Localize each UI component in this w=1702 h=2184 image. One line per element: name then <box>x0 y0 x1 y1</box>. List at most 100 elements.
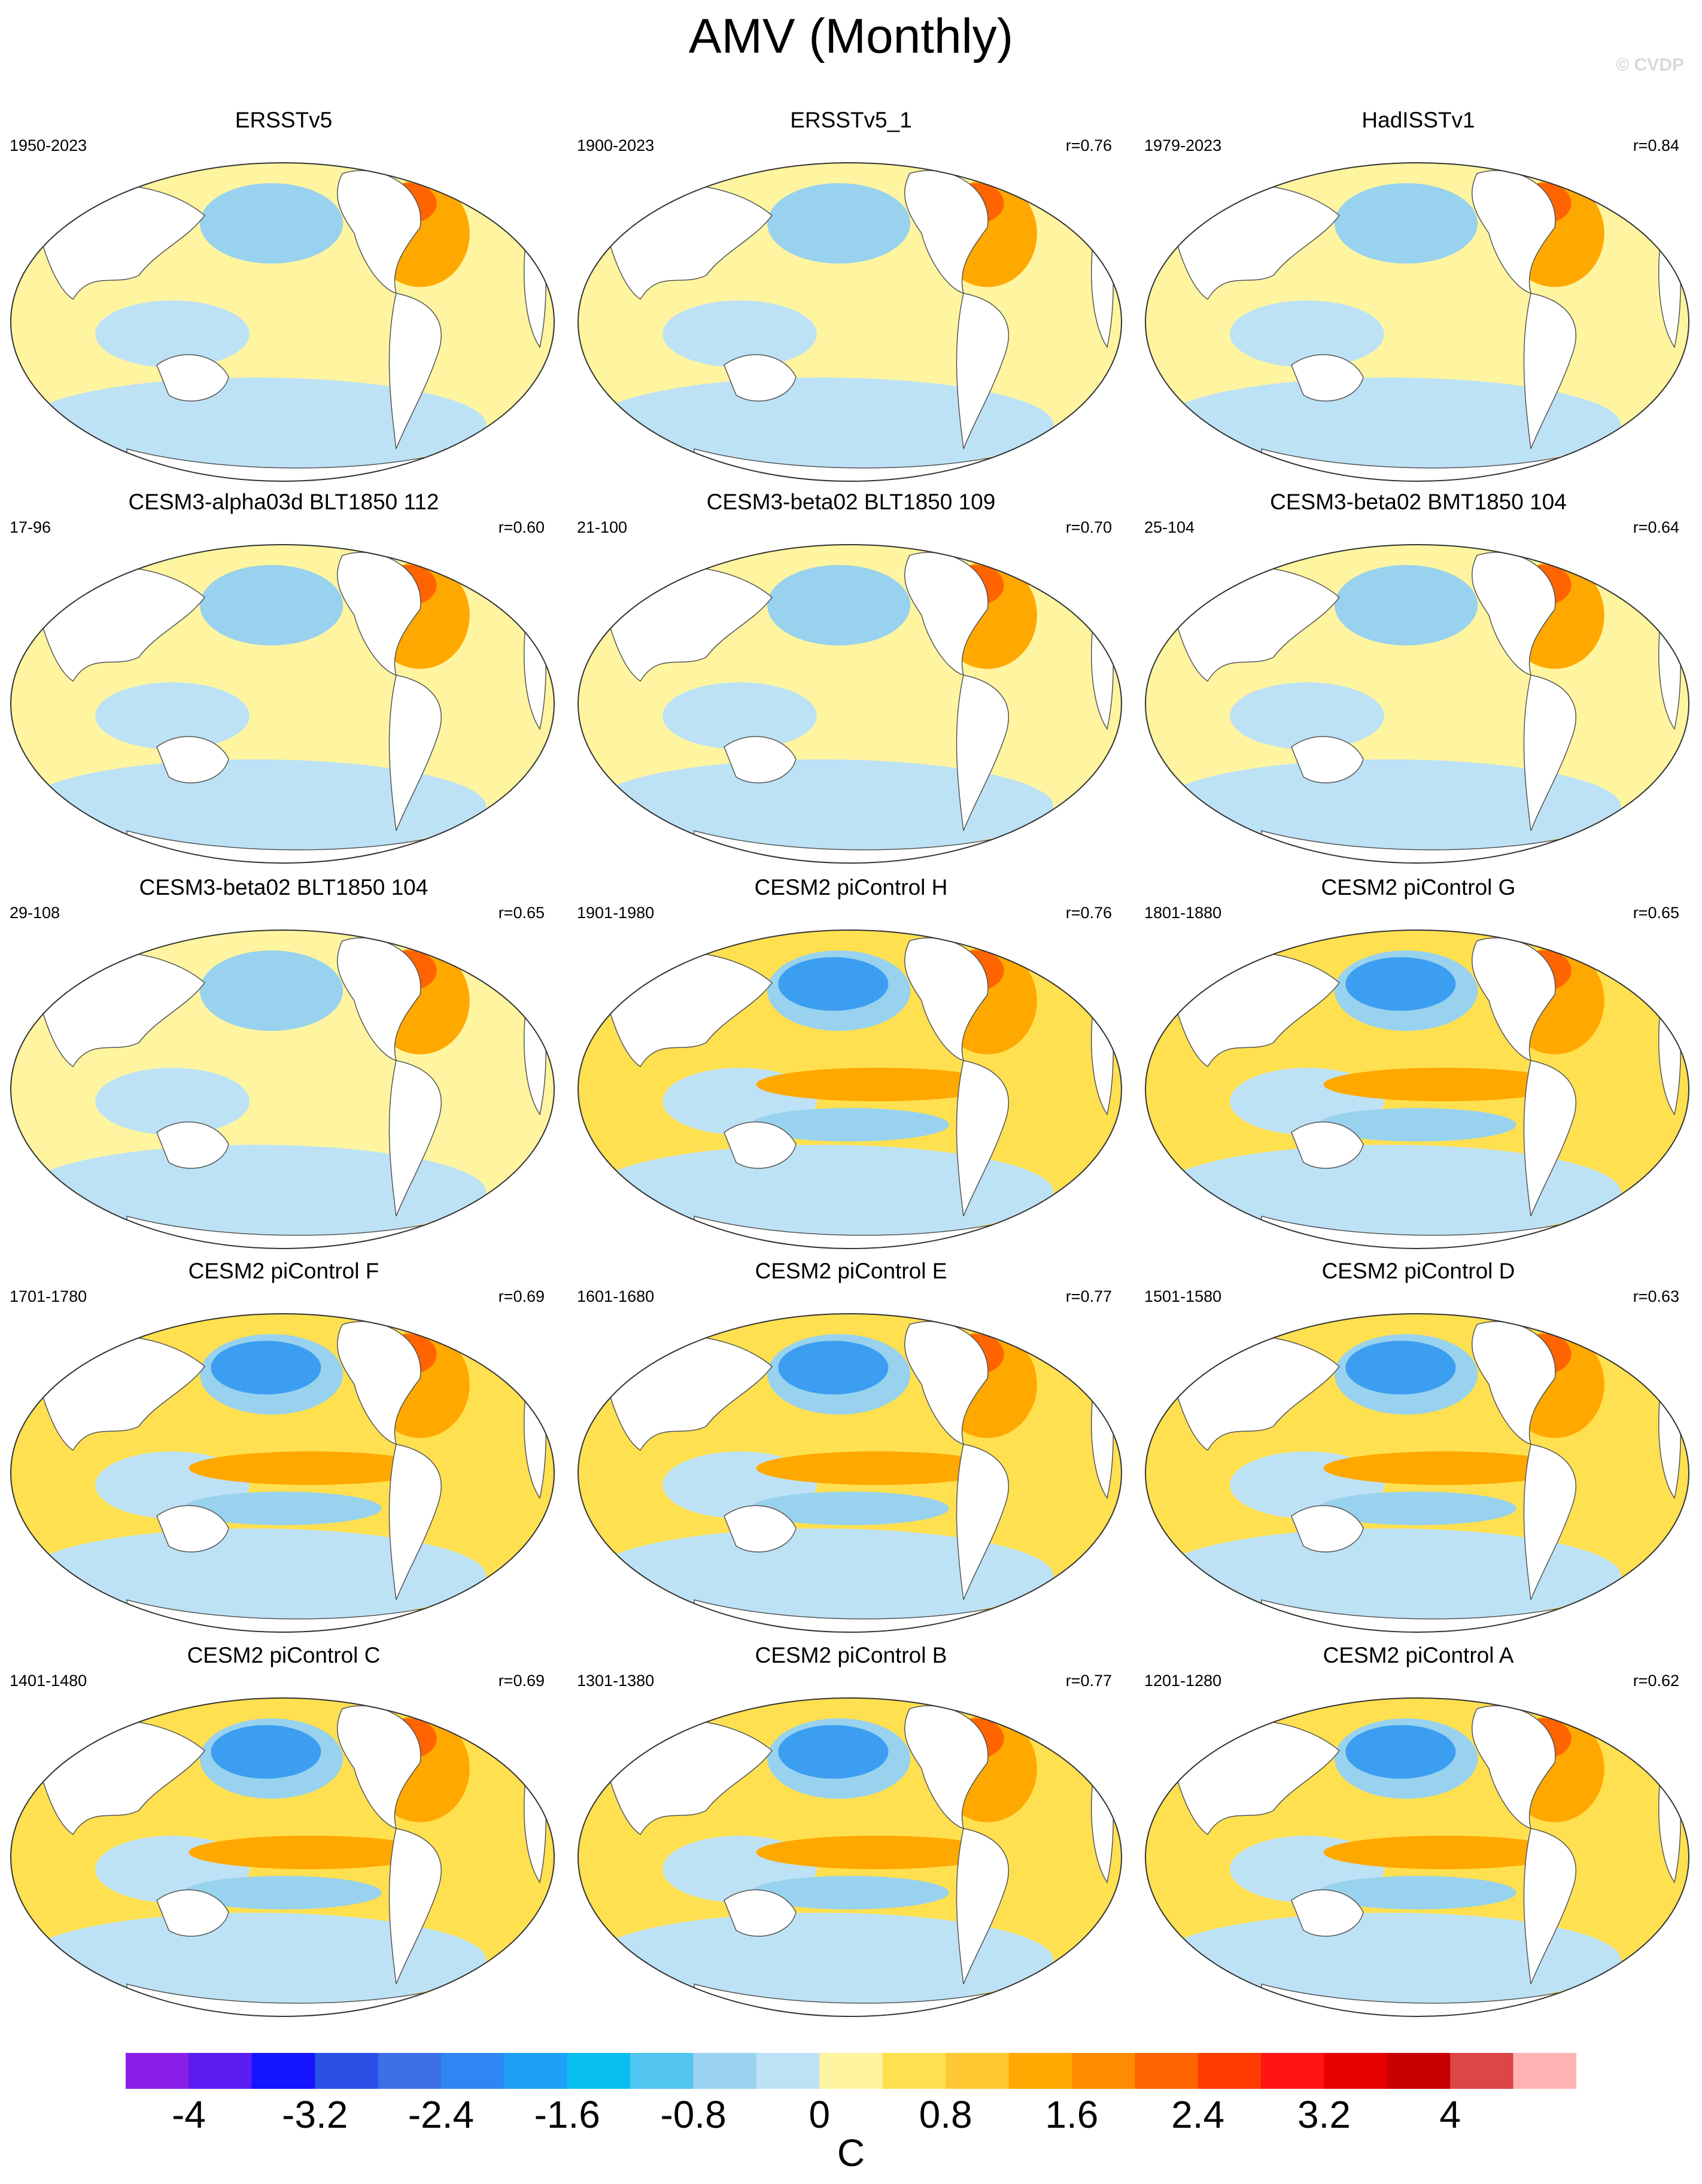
north-pacific-core <box>778 1725 889 1779</box>
australia-land <box>1291 1505 1364 1553</box>
south-pacific-anomaly <box>750 1492 949 1526</box>
panel-title: CESM3-beta02 BLT1850 109 <box>706 490 996 514</box>
southern-ocean-anomaly <box>1158 1912 1621 2007</box>
equatorial-pacific-anomaly <box>189 1836 431 1869</box>
panel-correlation: r=0.69 <box>498 1287 545 1305</box>
map-panel: CESM2 piControl A 1201-1280 r=0.62 <box>1135 1643 1702 2020</box>
panel-year-range: 1501-1580 <box>1144 1287 1222 1305</box>
north-pacific-core <box>211 1725 321 1779</box>
north-pacific-anomaly <box>200 950 344 1031</box>
map-border <box>10 544 555 864</box>
north-pacific-core <box>1345 1341 1456 1395</box>
colorbar-tick-label: 1.6 <box>1045 2093 1099 2136</box>
panel-correlation: r=0.76 <box>1065 136 1112 154</box>
world-map <box>1145 162 1689 482</box>
equatorial-pacific-anomaly <box>1323 1068 1566 1101</box>
colorbar-swatch <box>504 2053 568 2089</box>
indian-ocean-anomaly <box>662 300 817 367</box>
map-border <box>10 1313 555 1633</box>
north-america-land <box>337 1321 421 1445</box>
panel-year-range: 1801-1880 <box>1144 904 1222 922</box>
panel-correlation: r=0.64 <box>1633 518 1679 536</box>
south-america-land <box>956 1828 1009 1985</box>
panel-year-range: 1401-1480 <box>10 1672 87 1690</box>
south-america-land <box>1523 675 1576 831</box>
equatorial-pacific-anomaly <box>1323 1836 1566 1869</box>
panel-year-range: 25-104 <box>1144 518 1195 536</box>
map-panel: CESM2 piControl G 1801-1880 r=0.65 <box>1135 875 1702 1252</box>
north-america-land <box>904 1321 989 1445</box>
australia-land <box>724 1505 797 1553</box>
panel-year-range: 1601-1680 <box>577 1287 655 1305</box>
north-pacific-anomaly <box>767 565 911 646</box>
indian-ocean-anomaly <box>1230 300 1384 367</box>
map-panel: CESM3-alpha03d BLT1850 112 17-96 r=0.60 <box>0 490 567 867</box>
colorbar-swatch <box>756 2053 820 2089</box>
southern-ocean-anomaly <box>1158 759 1621 853</box>
equatorial-pacific-anomaly <box>756 1836 999 1869</box>
southern-ocean-anomaly <box>1158 1144 1621 1239</box>
map-panel: CESM2 piControl B 1301-1380 r=0.77 <box>567 1643 1135 2020</box>
colorbar-tick-label: -1.6 <box>534 2093 600 2136</box>
world-map <box>10 162 555 482</box>
australia-land <box>156 1889 229 1937</box>
panel-correlation: r=0.69 <box>498 1672 545 1690</box>
north-america-land <box>904 170 989 294</box>
north-pacific-anomaly <box>200 565 344 646</box>
south-america-land <box>388 1828 442 1985</box>
australia-land <box>724 354 797 402</box>
map-border <box>1145 930 1689 1249</box>
map-panel: CESM2 piControl C 1401-1480 r=0.69 <box>0 1643 567 2020</box>
panel-correlation: r=0.60 <box>498 518 545 536</box>
north-america-land <box>1472 937 1556 1062</box>
southern-ocean-anomaly <box>23 759 487 853</box>
south-pacific-anomaly <box>183 1876 382 1910</box>
panel-title: CESM2 piControl F <box>188 1259 379 1283</box>
colorbar-swatch <box>126 2053 189 2089</box>
map-panel: ERSSTv5 1950-2023 <box>0 108 567 485</box>
map-border <box>1145 1697 1689 2017</box>
map-panel: CESM2 piControl H 1901-1980 r=0.76 <box>567 875 1135 1252</box>
panel-title: CESM2 piControl H <box>754 875 948 900</box>
map-panel: CESM3-beta02 BLT1850 104 29-108 r=0.65 <box>0 875 567 1252</box>
map-border <box>10 162 555 482</box>
indian-ocean-anomaly <box>95 682 250 749</box>
map-border <box>578 1697 1122 2017</box>
australia-land <box>724 1889 797 1937</box>
credit-watermark: © CVDP <box>1616 55 1684 75</box>
colorbar-swatch <box>1198 2053 1262 2089</box>
southern-ocean-anomaly <box>591 1144 1054 1239</box>
north-america-land <box>904 1705 989 1830</box>
panel-title: ERSSTv5_1 <box>790 108 912 132</box>
panel-title: ERSSTv5 <box>235 108 333 132</box>
map-border <box>578 162 1122 482</box>
panel-title: CESM2 piControl G <box>1321 875 1516 900</box>
southern-ocean-anomaly <box>23 1528 487 1623</box>
colorbar-swatch <box>1513 2053 1576 2089</box>
colorbar-swatch <box>567 2053 631 2089</box>
south-pacific-anomaly <box>183 1492 382 1526</box>
panel-correlation: r=0.63 <box>1633 1287 1679 1305</box>
southern-ocean-anomaly <box>23 1912 487 2007</box>
north-america-land <box>337 552 421 676</box>
colorbar-tick-label: 0 <box>809 2093 831 2136</box>
north-pacific-anomaly <box>1335 565 1478 646</box>
panel-year-range: 17-96 <box>10 518 51 536</box>
australia-land <box>1291 354 1364 402</box>
panel-correlation: r=0.70 <box>1065 518 1112 536</box>
panel-title: CESM2 piControl B <box>755 1643 947 1667</box>
panel-correlation: r=0.65 <box>498 904 545 922</box>
southern-ocean-anomaly <box>591 1528 1054 1623</box>
north-pacific-core <box>1345 1725 1456 1779</box>
colorbar-swatch <box>1008 2053 1072 2089</box>
south-america-land <box>388 1444 442 1600</box>
colorbar-swatch <box>315 2053 379 2089</box>
north-america-land <box>904 552 989 676</box>
north-america-land <box>337 937 421 1062</box>
figure-title: AMV (Monthly) <box>688 9 1014 63</box>
australia-land <box>1291 736 1364 783</box>
north-america-land <box>1472 552 1556 676</box>
panel-year-range: 1701-1780 <box>10 1287 87 1305</box>
panel-year-range: 1301-1380 <box>577 1672 655 1690</box>
map-panel: CESM2 piControl E 1601-1680 r=0.77 <box>567 1259 1135 1636</box>
